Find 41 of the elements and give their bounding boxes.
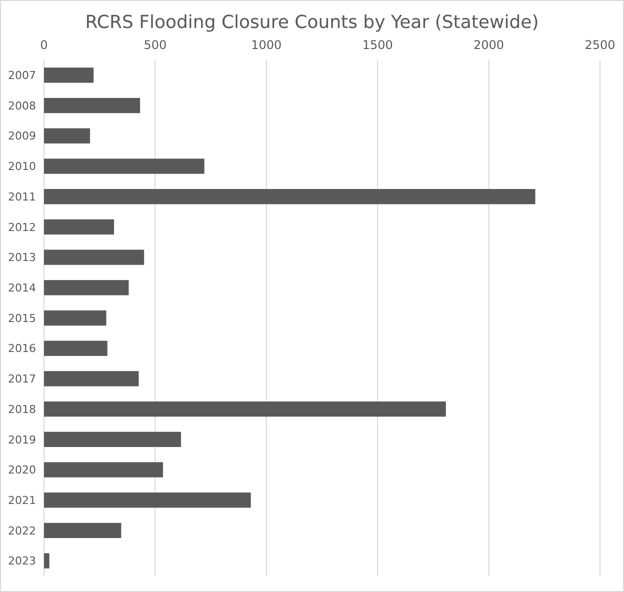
bar <box>44 189 536 204</box>
y-tick-label: 2021 <box>8 494 36 507</box>
bar <box>44 522 122 538</box>
y-tick-label: 2013 <box>8 251 36 264</box>
y-tick-label: 2009 <box>8 130 36 143</box>
chart-title: RCRS Flooding Closure Counts by Year (Statewide) <box>85 12 539 33</box>
y-tick-label: 2008 <box>8 99 36 112</box>
bar <box>44 492 251 508</box>
x-tick-label: 2000 <box>474 38 504 52</box>
x-tick-label: 0 <box>40 38 48 52</box>
x-tick-label: 2500 <box>584 38 616 52</box>
y-tick-label: 2012 <box>8 220 36 234</box>
y-tick-label: 2007 <box>8 69 36 82</box>
y-tick-label: 2023 <box>8 554 36 568</box>
bar <box>44 98 140 114</box>
y-tick-label: 2016 <box>8 342 36 356</box>
x-tick-label: 1000 <box>251 38 282 52</box>
bar <box>44 219 114 235</box>
y-tick-label: 2010 <box>8 160 36 174</box>
bar <box>44 250 144 265</box>
bar <box>44 553 50 568</box>
bar <box>44 340 108 356</box>
bar <box>44 280 129 296</box>
y-tick-label: 2022 <box>8 524 36 538</box>
bar <box>44 462 163 478</box>
bar <box>44 158 204 174</box>
y-tick-label: 2018 <box>8 402 36 416</box>
bar <box>44 371 139 386</box>
x-tick-label: 500 <box>144 38 167 52</box>
y-tick-label: 2011 <box>8 190 36 204</box>
x-tick-label: 1500 <box>362 38 393 52</box>
bar <box>44 401 446 417</box>
y-tick-label: 2014 <box>8 281 36 294</box>
y-tick-label: 2017 <box>8 372 36 386</box>
bar <box>44 310 106 326</box>
y-tick-label: 2020 <box>8 464 36 477</box>
y-tick-label: 2015 <box>8 312 36 325</box>
bar <box>44 432 181 447</box>
bar <box>44 68 94 83</box>
bar <box>44 128 90 144</box>
y-tick-label: 2019 <box>8 433 36 446</box>
